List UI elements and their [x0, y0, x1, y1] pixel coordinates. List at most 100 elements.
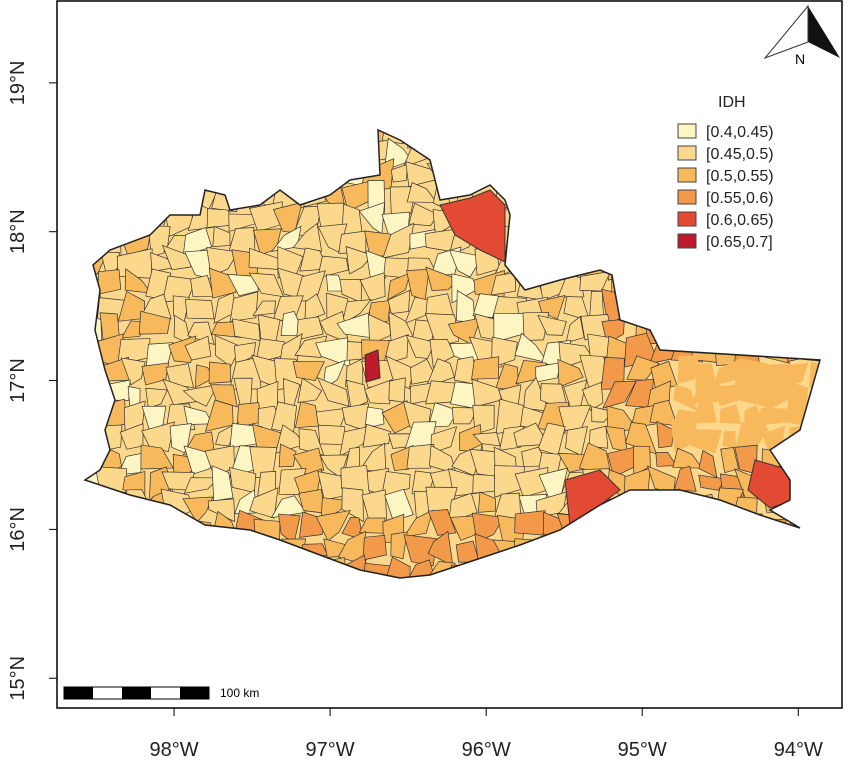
municipality [648, 293, 676, 321]
municipality [297, 377, 323, 404]
municipality [85, 130, 103, 144]
legend-swatch [677, 123, 697, 139]
municipality [381, 130, 406, 145]
municipality [85, 137, 104, 167]
municipality [96, 576, 128, 578]
municipality [626, 183, 650, 209]
municipality [207, 498, 236, 523]
municipality [206, 247, 239, 277]
municipality [689, 311, 724, 343]
municipality [691, 289, 721, 324]
municipality [631, 553, 657, 578]
municipality [644, 157, 681, 182]
municipality [161, 244, 197, 271]
municipality [656, 420, 674, 449]
municipality [317, 255, 349, 279]
municipality [298, 543, 329, 558]
municipality [165, 363, 194, 389]
municipality [691, 579, 725, 607]
municipality [581, 130, 606, 149]
municipality [138, 310, 171, 335]
municipality [517, 227, 545, 251]
municipality [521, 247, 546, 277]
municipality [649, 278, 680, 301]
municipality [802, 140, 820, 169]
municipality [85, 358, 103, 385]
municipality [252, 300, 276, 317]
municipality [591, 558, 614, 578]
municipality [671, 421, 698, 453]
municipality [362, 534, 387, 561]
municipality [271, 136, 304, 169]
municipality [145, 552, 176, 578]
municipality [238, 531, 253, 563]
municipality [364, 349, 381, 383]
municipality [227, 575, 262, 578]
municipality [690, 532, 725, 557]
municipality [85, 422, 109, 452]
municipality [100, 379, 131, 401]
municipality [628, 274, 650, 294]
municipality [85, 531, 106, 562]
municipality [85, 442, 100, 475]
municipality [666, 293, 702, 320]
municipality [85, 159, 108, 193]
north-label: N [795, 51, 805, 67]
municipality [810, 159, 820, 190]
municipality [292, 139, 326, 166]
municipality [338, 230, 367, 254]
y-tick-label: 18°N [7, 209, 29, 254]
municipality [602, 130, 632, 143]
municipality [832, 270, 850, 293]
municipality [323, 160, 343, 183]
municipality [803, 487, 820, 517]
municipality [832, 229, 850, 258]
municipality [205, 130, 237, 149]
municipality [230, 139, 260, 169]
municipality [96, 158, 126, 193]
municipality [670, 562, 699, 578]
municipality [600, 223, 636, 250]
municipality [823, 138, 850, 171]
municipality [822, 184, 848, 212]
municipality [714, 514, 737, 544]
municipality [451, 407, 479, 425]
municipality [804, 530, 820, 567]
municipality [782, 226, 813, 257]
legend-label: [0.4,0.45) [706, 124, 774, 141]
municipality [632, 230, 651, 257]
municipality [316, 130, 351, 146]
municipality [713, 575, 747, 578]
municipality [128, 134, 152, 172]
legend: [0.4,0.45) [0.45,0.5) [0.5,0.55) [0.55,0.6)… [677, 123, 774, 251]
x-tick-label: 96°W [462, 739, 511, 761]
municipality [738, 558, 768, 578]
municipality [182, 559, 220, 578]
municipality [141, 362, 170, 386]
municipality [675, 494, 702, 516]
municipality [425, 266, 459, 291]
municipality [450, 564, 481, 578]
municipality [803, 223, 820, 251]
municipality [232, 130, 256, 139]
municipality [170, 552, 198, 578]
municipality [85, 489, 109, 514]
municipality [630, 405, 656, 429]
municipality [250, 156, 285, 194]
municipality [98, 141, 119, 164]
municipality [556, 553, 592, 578]
municipality [295, 555, 327, 578]
municipality [627, 201, 658, 231]
municipality [556, 181, 591, 213]
municipality [691, 379, 725, 404]
municipality [789, 426, 813, 453]
municipality [654, 577, 682, 578]
municipality [211, 465, 234, 502]
municipality [534, 138, 572, 169]
municipality [315, 557, 348, 578]
municipality [366, 578, 385, 611]
municipality [756, 537, 782, 562]
municipality [581, 201, 615, 227]
municipality [182, 496, 214, 524]
municipality [676, 248, 697, 278]
